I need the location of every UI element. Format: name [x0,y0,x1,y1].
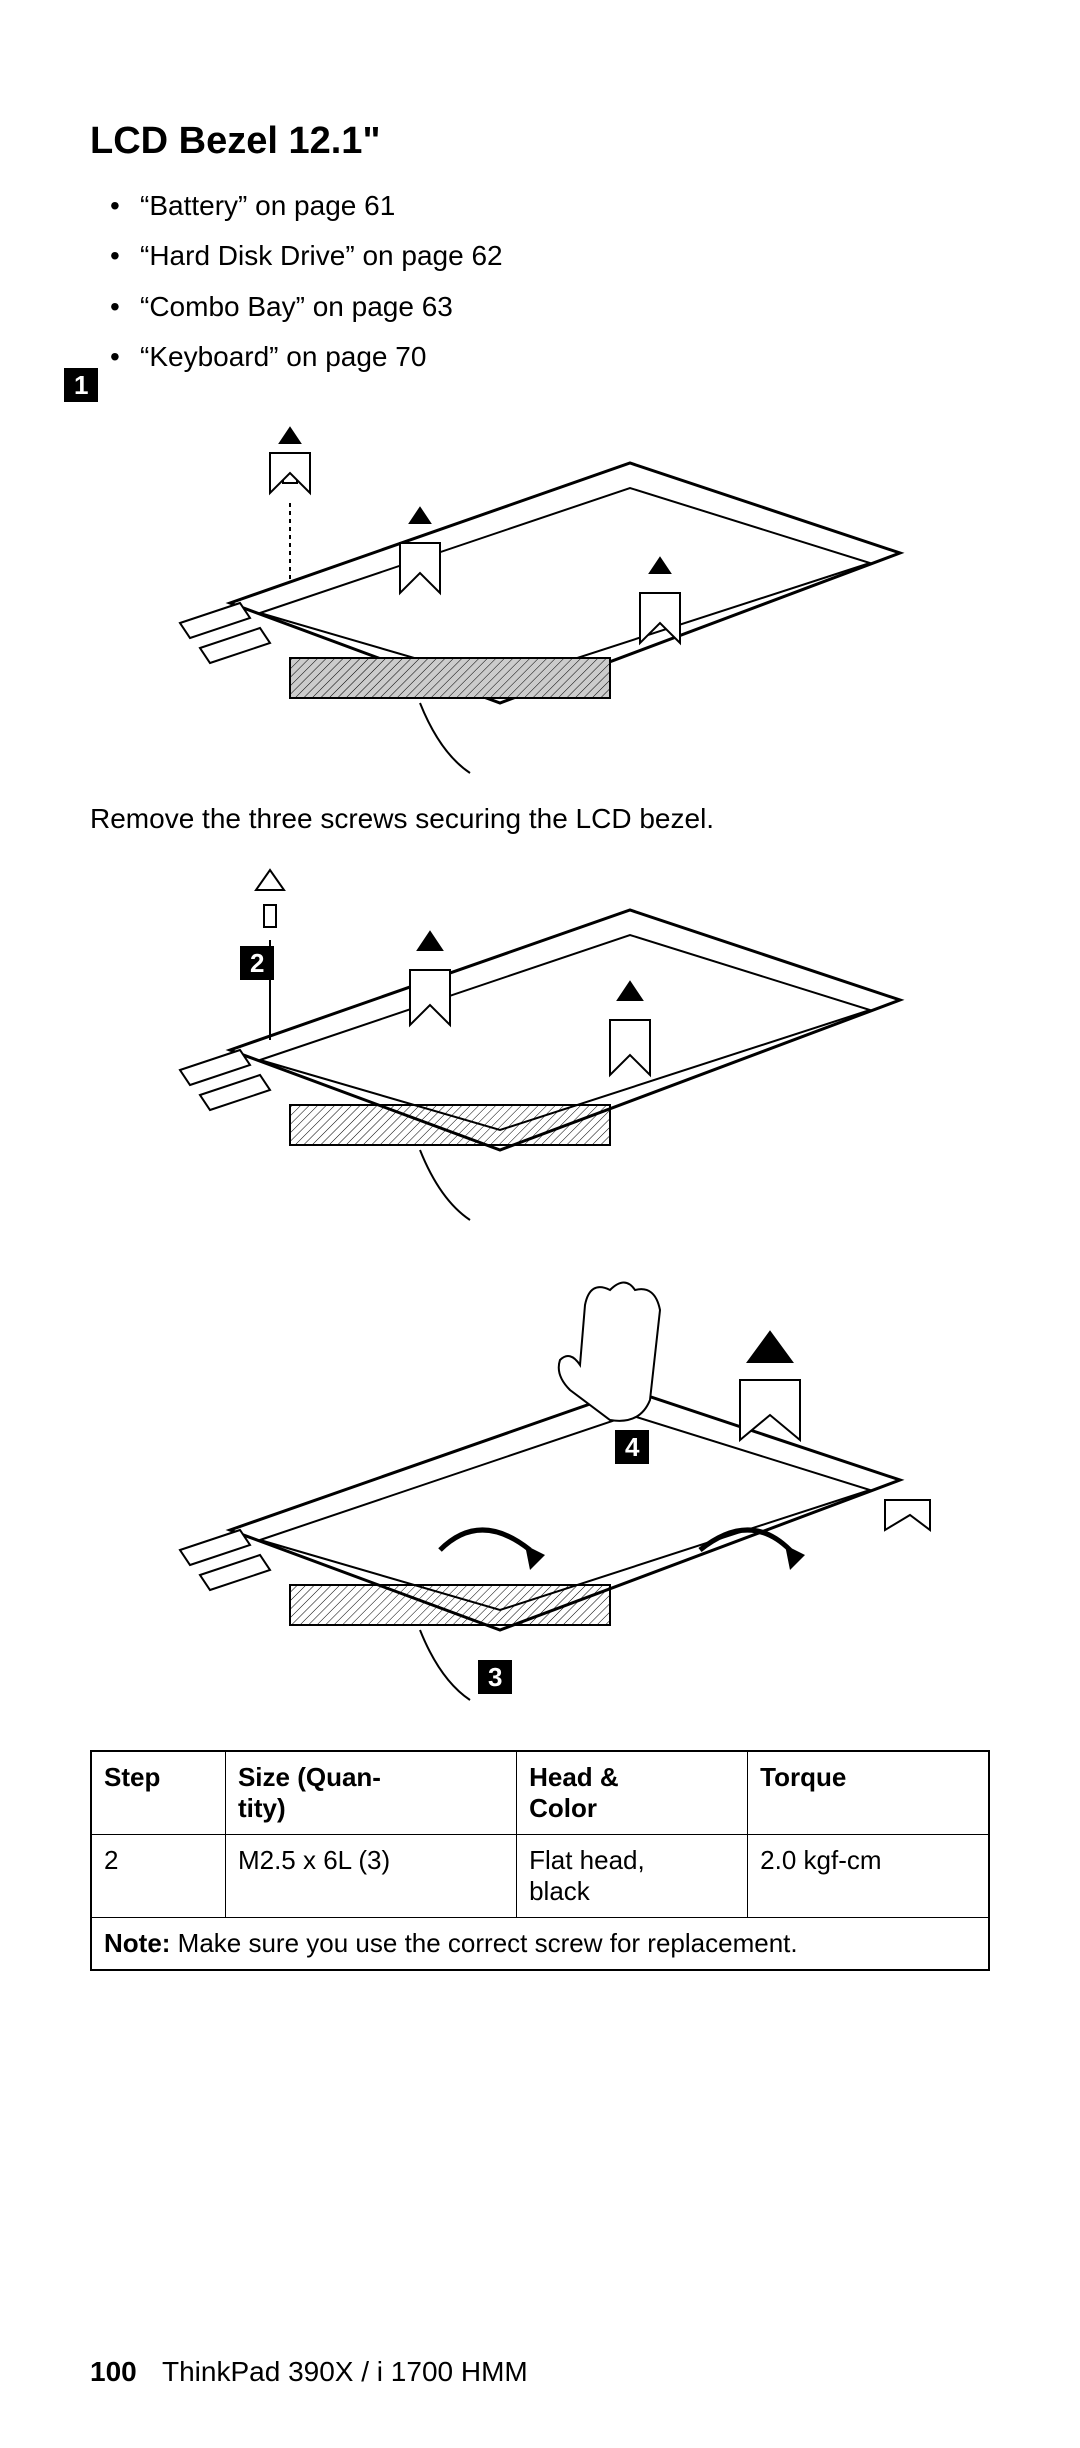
note-cell: Note: Make sure you use the correct scre… [91,1917,989,1970]
table-header-row: Step Size (Quan- tity) Head & Color Torq… [91,1751,989,1835]
diagram-3 [90,1250,990,1730]
list-item: “Keyboard” on page 70 [140,332,990,382]
cell-size: M2.5 x 6L (3) [225,1834,516,1917]
page-footer: 100 ThinkPad 390X / i 1700 HMM [90,2356,528,2388]
list-item: “Battery” on page 61 [140,181,990,231]
note-label: Note: [104,1928,170,1958]
col-head: Head & Color [517,1751,748,1835]
cell-head: Flat head, black [517,1834,748,1917]
table-note-row: Note: Make sure you use the correct scre… [91,1917,989,1970]
lcd-bezel-diagram-2 [140,850,940,1230]
lcd-bezel-diagram-3 [140,1250,940,1730]
lcd-bezel-diagram-1 [140,403,940,783]
cell-torque: 2.0 kgf-cm [748,1834,989,1917]
cell-step: 2 [91,1834,225,1917]
col-torque: Torque [748,1751,989,1835]
page-title: LCD Bezel 12.1" [90,120,990,163]
doc-title: ThinkPad 390X / i 1700 HMM [162,2356,528,2387]
callout-badge-1: 1 [64,368,98,402]
screw-spec-table: Step Size (Quan- tity) Head & Color Torq… [90,1750,990,1971]
table-row: 2 M2.5 x 6L (3) Flat head, black 2.0 kgf… [91,1834,989,1917]
list-item: “Combo Bay” on page 63 [140,282,990,332]
col-size: Size (Quan- tity) [225,1751,516,1835]
list-item: “Hard Disk Drive” on page 62 [140,231,990,281]
prerequisite-list: “Battery” on page 61 “Hard Disk Drive” o… [90,181,990,383]
diagram-1 [90,403,990,783]
step-instruction: Remove the three screws securing the LCD… [90,803,990,835]
note-text: Make sure you use the correct screw for … [178,1928,798,1958]
diagram-2 [90,850,990,1230]
page-number: 100 [90,2356,137,2387]
col-step: Step [91,1751,225,1835]
